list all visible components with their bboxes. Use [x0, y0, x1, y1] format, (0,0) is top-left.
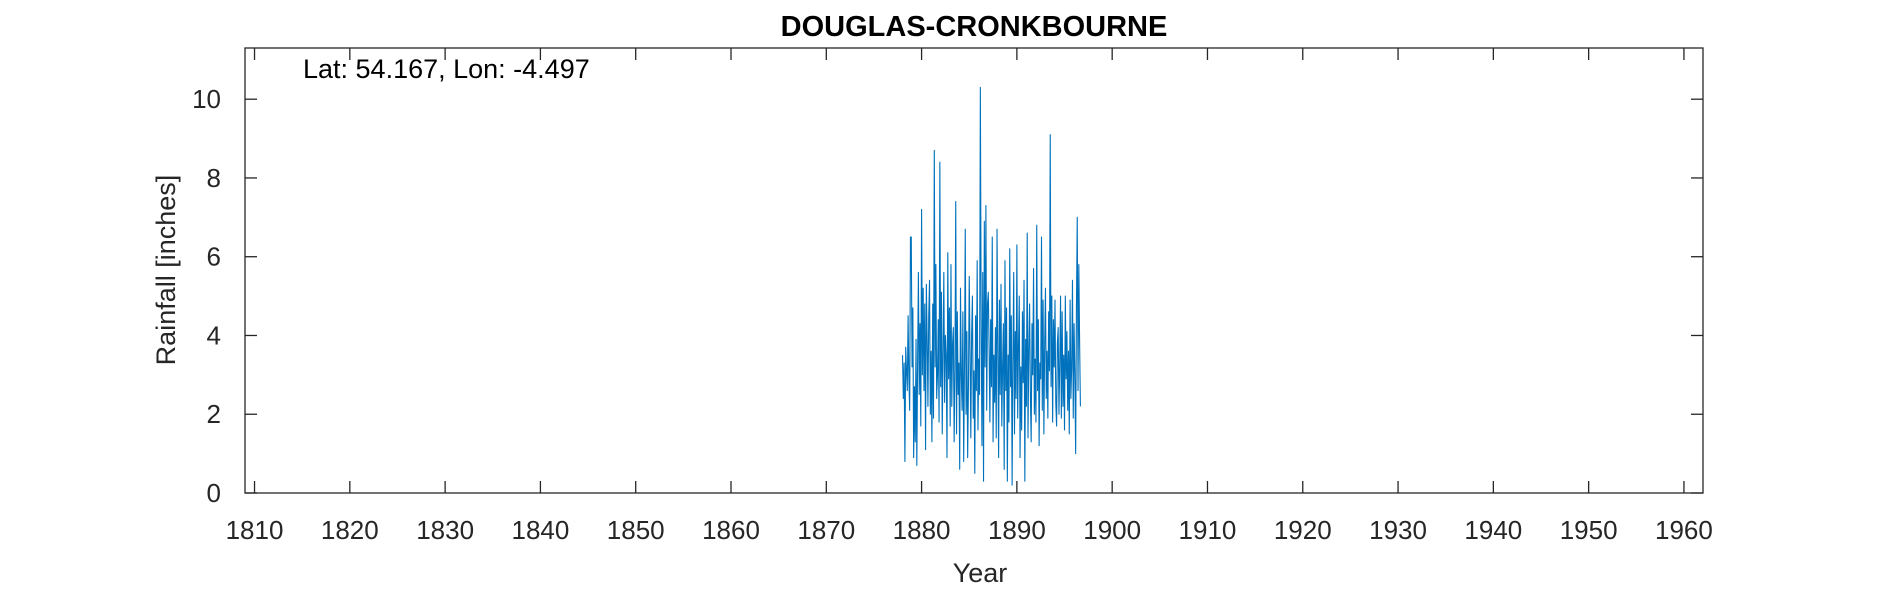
series-layer [901, 86, 1081, 486]
chart-title: DOUGLAS-CRONKBOURNE [781, 11, 1168, 43]
x-tick-label: 1930 [1369, 515, 1427, 545]
x-tick-label: 1820 [321, 515, 379, 545]
x-tick-label: 1810 [226, 515, 284, 545]
x-tick-label: 1890 [988, 515, 1046, 545]
y-axis-label: Rainfall [inches] [151, 175, 181, 366]
y-tick-label: 6 [207, 242, 221, 272]
y-tick-label: 8 [207, 163, 221, 193]
coordinates-annotation: Lat: 54.167, Lon: -4.497 [303, 54, 590, 84]
axis-tick-labels: 1810 1820 1830 1840 1850 1860 1870 1880 1890 1900… [192, 84, 1713, 545]
x-tick-label: 1920 [1274, 515, 1332, 545]
x-tick-label: 1830 [416, 515, 474, 545]
x-tick-label: 1880 [893, 515, 951, 545]
plot-frame [244, 47, 1704, 494]
x-tick-label: 1870 [797, 515, 855, 545]
x-tick-label: 1860 [702, 515, 760, 545]
x-axis-label: Year [953, 558, 1008, 588]
x-tick-label: 1940 [1464, 515, 1522, 545]
y-tick-label: 0 [207, 478, 221, 508]
y-tick-label: 10 [192, 84, 221, 114]
axis-ticks [245, 48, 1703, 494]
x-tick-label: 1960 [1655, 515, 1713, 545]
x-tick-label: 1850 [607, 515, 665, 545]
x-tick-label: 1900 [1083, 515, 1141, 545]
x-tick-label: 1840 [511, 515, 569, 545]
x-tick-label: 1950 [1560, 515, 1618, 545]
y-tick-label: 4 [207, 320, 221, 350]
y-tick-label: 2 [207, 399, 221, 429]
x-tick-label: 1910 [1179, 515, 1237, 545]
rainfall-series-line [901, 86, 1081, 486]
